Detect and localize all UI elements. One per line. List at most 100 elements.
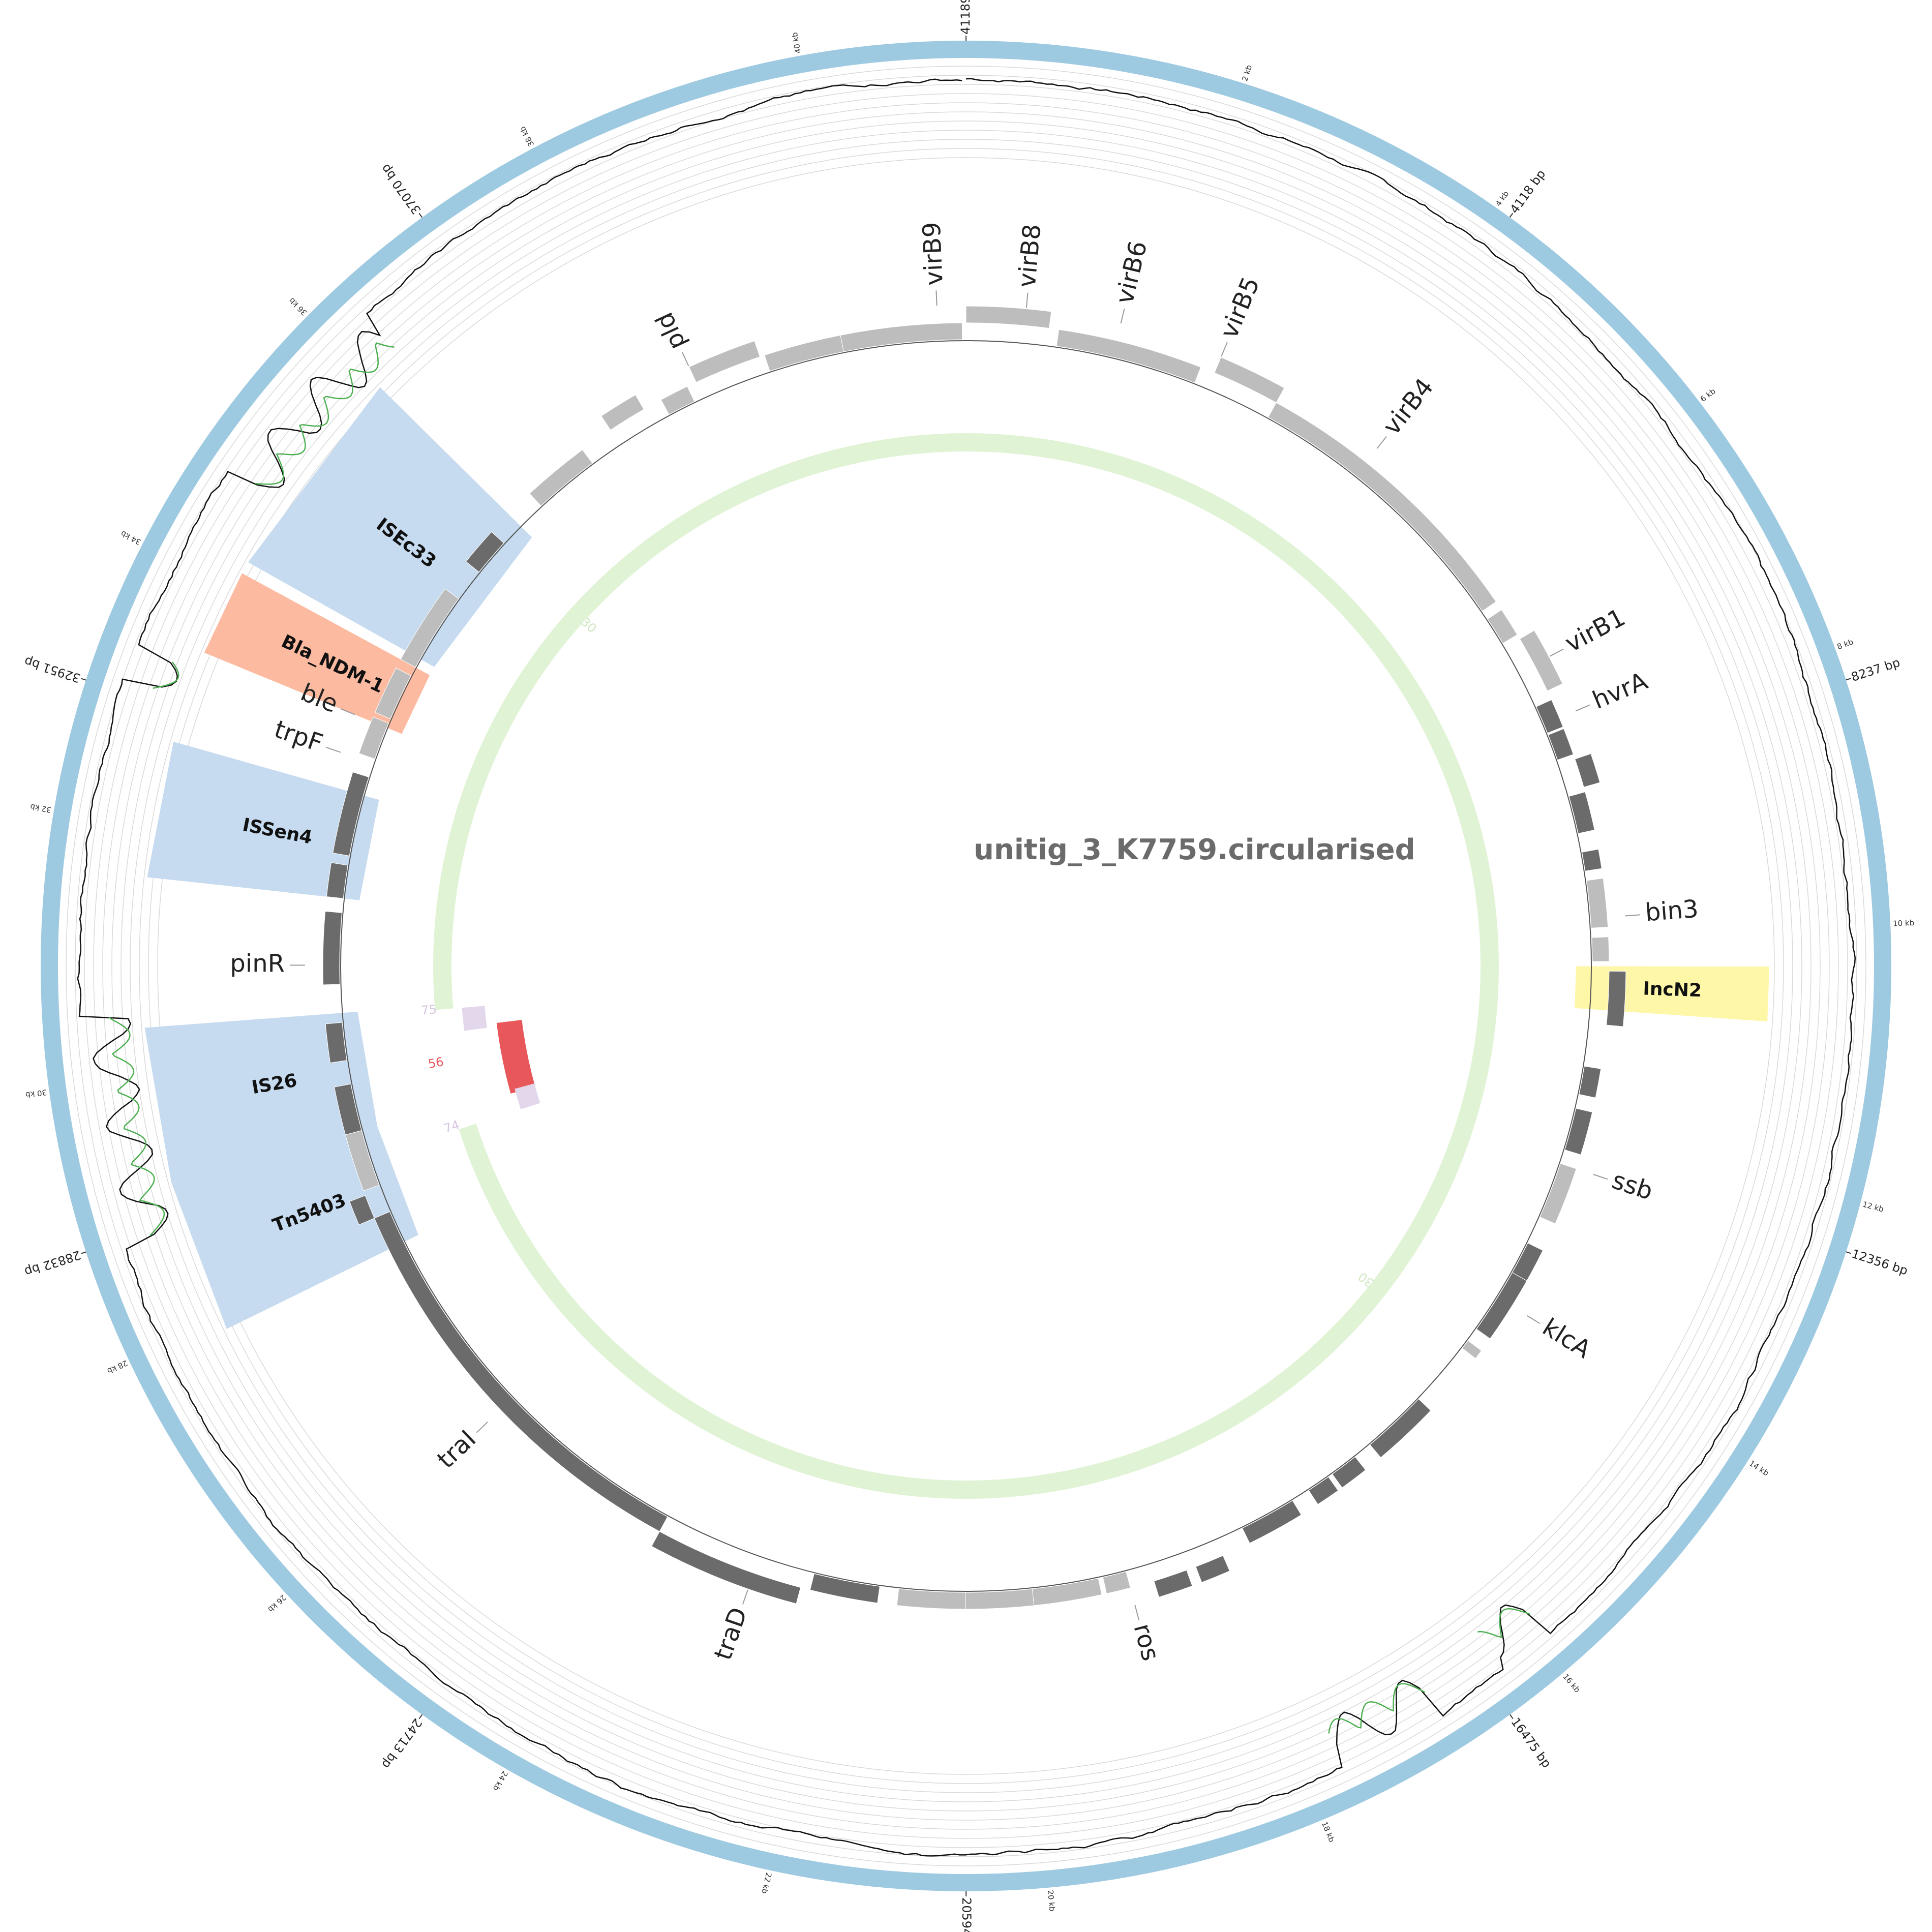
gene-cds — [840, 322, 963, 352]
gene-cds — [1476, 1272, 1527, 1339]
gene-cds — [965, 1588, 1035, 1610]
gene-label-leader — [681, 352, 689, 367]
feature-mobile-block — [144, 1011, 378, 1183]
gene-cds — [1581, 849, 1602, 871]
gene-cds — [1575, 753, 1601, 788]
gene-cds — [1591, 937, 1610, 962]
map-title: unitig_3_K7759.circularised — [974, 833, 1415, 866]
kb-tick-label: 6 kb — [1699, 386, 1717, 404]
grid-ring — [139, 139, 1793, 1793]
gene-cds — [1267, 402, 1497, 612]
gene-cds — [333, 771, 369, 857]
gene-label: pld — [650, 308, 691, 354]
gene-label: virB8 — [1013, 223, 1047, 289]
bp-position-label: 24713 bp — [379, 1716, 425, 1771]
gene-cds — [374, 668, 411, 719]
gene-label-leader — [1625, 914, 1641, 917]
grid-ring — [130, 130, 1802, 1802]
gene-cds — [1586, 878, 1609, 928]
kb-tick-label: 30 kb — [25, 1088, 47, 1100]
gene-label-leader — [1025, 292, 1029, 308]
bp-position-label: 32951 bp — [22, 654, 82, 685]
gene-cds — [334, 1083, 362, 1135]
grid-ring — [120, 120, 1812, 1812]
kb-tick-label: 28 kb — [106, 1359, 129, 1376]
inner-lavender-block — [462, 1006, 487, 1031]
gene-label: traD — [709, 1604, 753, 1664]
gene-cds — [965, 306, 1052, 329]
gene-cds — [1214, 357, 1285, 403]
grid-ring — [75, 75, 1857, 1857]
gene-label: virB6 — [1110, 238, 1153, 307]
kb-tick-label: 22 kb — [760, 1871, 773, 1894]
gc-skew-highlight — [153, 661, 179, 689]
gene-cds — [1242, 1500, 1302, 1544]
kb-tick-label: 12 kb — [1862, 1200, 1885, 1214]
gene-label: hvrA — [1588, 667, 1652, 715]
gene-axis — [340, 340, 1592, 1592]
gene-label: trpF — [270, 715, 326, 758]
kb-tick-label: 36 kb — [287, 296, 309, 317]
inner-annotation: 75 — [420, 1002, 437, 1017]
bp-position-label: 41189 bp — [958, 0, 973, 35]
backbone-band — [41, 41, 1891, 1891]
inner-lavender-block — [515, 1083, 540, 1109]
gene-label: virB5 — [1215, 273, 1265, 343]
gc-skew-highlight — [108, 1016, 165, 1236]
gene-cds — [374, 1211, 668, 1532]
feature-label: IncN2 — [1643, 978, 1702, 1001]
gene-cds — [896, 1588, 966, 1610]
gene-label-leader — [326, 747, 341, 753]
bp-position-label: 12356 bp — [1850, 1247, 1910, 1278]
gene-label: ssb — [1609, 1166, 1656, 1206]
gene-label-leader — [1376, 436, 1387, 449]
kb-tick-label: 16 kb — [1561, 1672, 1582, 1695]
bp-position-label: 28832 bp — [23, 1248, 83, 1279]
gene-label: virB4 — [1377, 373, 1439, 441]
bp-position-label: 20594 bp — [959, 1897, 974, 1932]
gc-skew-highlight — [255, 342, 395, 485]
kb-tick-label: 14 kb — [1747, 1459, 1770, 1478]
gene-cds — [1487, 609, 1518, 644]
feature-resistance-block — [204, 573, 430, 734]
gene-cds — [688, 340, 761, 383]
feature-mobile-block — [147, 741, 379, 900]
gene-cds — [809, 1573, 880, 1604]
gene-cds — [1568, 791, 1595, 834]
gene-label-leader — [340, 708, 355, 715]
gene-cds — [400, 588, 459, 668]
gene-cds — [326, 862, 348, 899]
gene-label: virB9 — [917, 221, 948, 286]
gene-label-leader — [1575, 704, 1590, 712]
gene-cds — [1369, 1398, 1431, 1458]
gene-cds — [322, 911, 343, 985]
grid-ring — [93, 93, 1839, 1839]
gene-cds — [1102, 1571, 1131, 1594]
kb-tick-label: 26 kb — [266, 1593, 288, 1614]
gene-cds — [600, 394, 645, 431]
gene-cds — [1579, 1066, 1602, 1098]
gene-cds — [1539, 1163, 1577, 1224]
grid-ring — [157, 157, 1775, 1775]
gene-cds — [764, 335, 844, 372]
gene-label-leader — [1120, 308, 1125, 324]
gene-label-leader — [742, 1589, 748, 1605]
gene-label-leader — [1526, 1315, 1541, 1324]
gene-cds — [660, 386, 695, 415]
gc-skew-highlight — [1328, 1683, 1426, 1734]
grid-ring — [84, 84, 1848, 1848]
kb-tick-label: 38 kb — [518, 125, 536, 148]
grid-ring — [148, 148, 1784, 1784]
gene-cds — [1154, 1569, 1193, 1597]
backbone-ring — [41, 41, 1891, 1891]
gene-cds — [651, 1531, 801, 1604]
label-layer: ISEc33Bla_NDM-1ISSen4IS26Tn5403IncN24118… — [22, 0, 1914, 1932]
gene-label-leader — [476, 1422, 488, 1433]
kb-tick-label: 4 kb — [1494, 189, 1511, 208]
grid-ring — [66, 66, 1866, 1866]
bp-position-label: 8237 bp — [1850, 655, 1902, 684]
gene-cds — [1032, 1578, 1102, 1606]
gc-grid-rings — [66, 66, 1866, 1866]
